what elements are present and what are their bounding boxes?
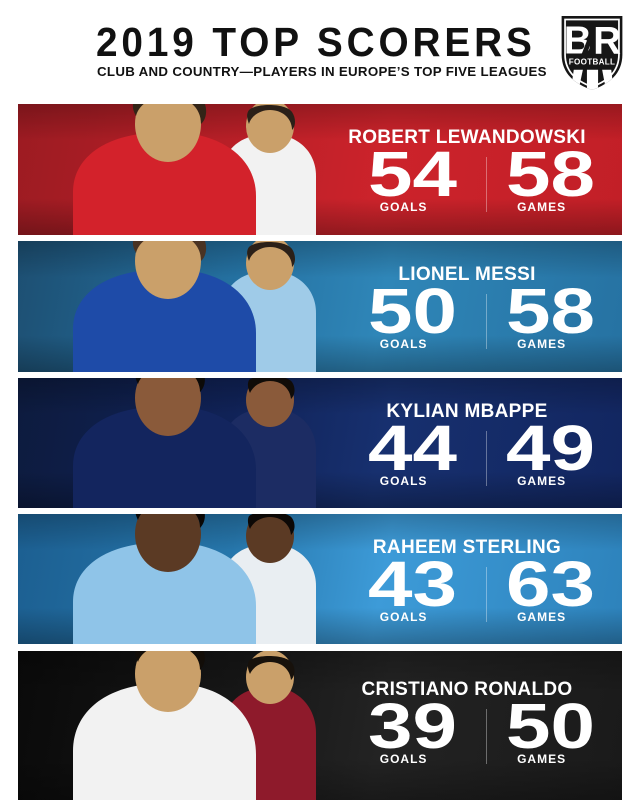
svg-text:R: R bbox=[593, 20, 621, 63]
svg-text:FOOTBALL: FOOTBALL bbox=[569, 58, 616, 67]
